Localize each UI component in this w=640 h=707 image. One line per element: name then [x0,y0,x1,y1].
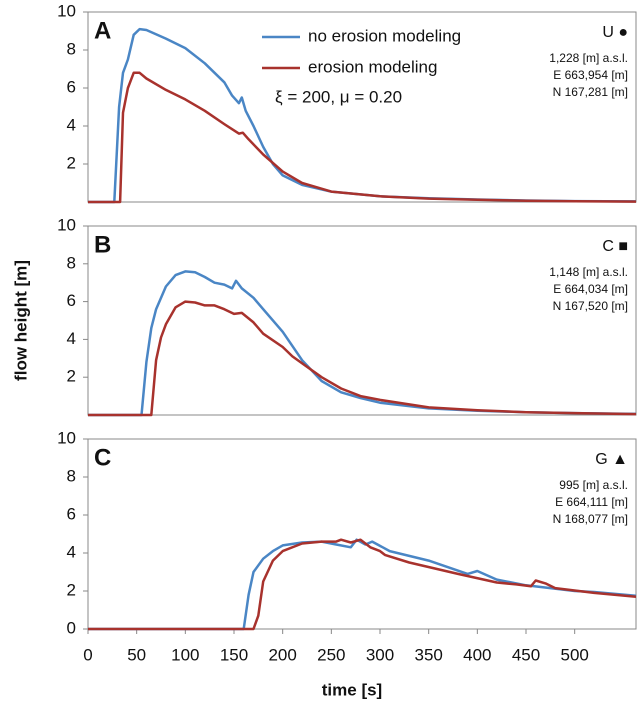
station-info: 995 [m] a.s.l. [559,478,628,492]
x-tick-label: 350 [414,645,442,664]
y-tick-label: 2 [67,153,76,172]
y-tick-label: 10 [57,1,76,20]
station-info: N 168,077 [m] [553,512,628,526]
y-tick-label: 4 [67,542,76,561]
station-info: E 664,034 [m] [553,282,628,296]
panel-label: A [94,17,111,44]
station-info: N 167,520 [m] [553,299,628,313]
station-label: G ▲ [595,451,628,468]
station-info: 1,148 [m] a.s.l. [549,265,628,279]
x-tick-label: 100 [171,645,199,664]
series-line [88,538,637,631]
legend-label: erosion modeling [308,57,437,76]
station-info: N 167,281 [m] [553,85,628,99]
y-tick-label: 0 [67,618,76,637]
station-info: 1,228 [m] a.s.l. [549,51,628,65]
y-tick-label: 8 [67,39,76,58]
plot-frame [87,438,637,630]
y-tick-label: 6 [67,77,76,96]
y-tick-label: 10 [57,215,76,234]
x-tick-label: 400 [463,645,491,664]
x-tick-label: 300 [366,645,394,664]
x-tick-label: 150 [220,645,248,664]
series-line [88,538,637,631]
legend-note: ξ = 200, μ = 0.20 [275,87,402,106]
series-line [88,300,637,417]
station-info: E 664,111 [m] [555,495,628,509]
series-line [88,71,637,204]
x-tick-label: 50 [127,645,146,664]
panel-label: B [94,231,111,258]
y-tick-label: 2 [67,580,76,599]
y-tick-label: 4 [67,329,76,348]
x-axis-label: time [s] [322,680,382,699]
y-tick-label: 8 [67,466,76,485]
x-tick-label: 250 [317,645,345,664]
y-tick-label: 8 [67,253,76,272]
panel-label: C [94,444,111,471]
legend-label: no erosion modeling [308,26,461,45]
plot-frame [87,225,637,416]
y-tick-label: 4 [67,115,76,134]
station-info: E 663,954 [m] [553,68,628,82]
x-tick-label: 0 [83,645,92,664]
x-tick-label: 500 [560,645,588,664]
y-tick-label: 10 [57,428,76,447]
y-tick-label: 2 [67,367,76,386]
x-tick-label: 200 [268,645,296,664]
y-tick-label: 6 [67,291,76,310]
plot-frame [87,11,637,203]
station-label: U ● [602,24,628,41]
x-tick-label: 450 [512,645,540,664]
y-tick-label: 6 [67,504,76,523]
y-axis-label: flow height [m] [11,260,30,381]
series-line [88,270,637,417]
station-label: C ■ [602,238,628,255]
